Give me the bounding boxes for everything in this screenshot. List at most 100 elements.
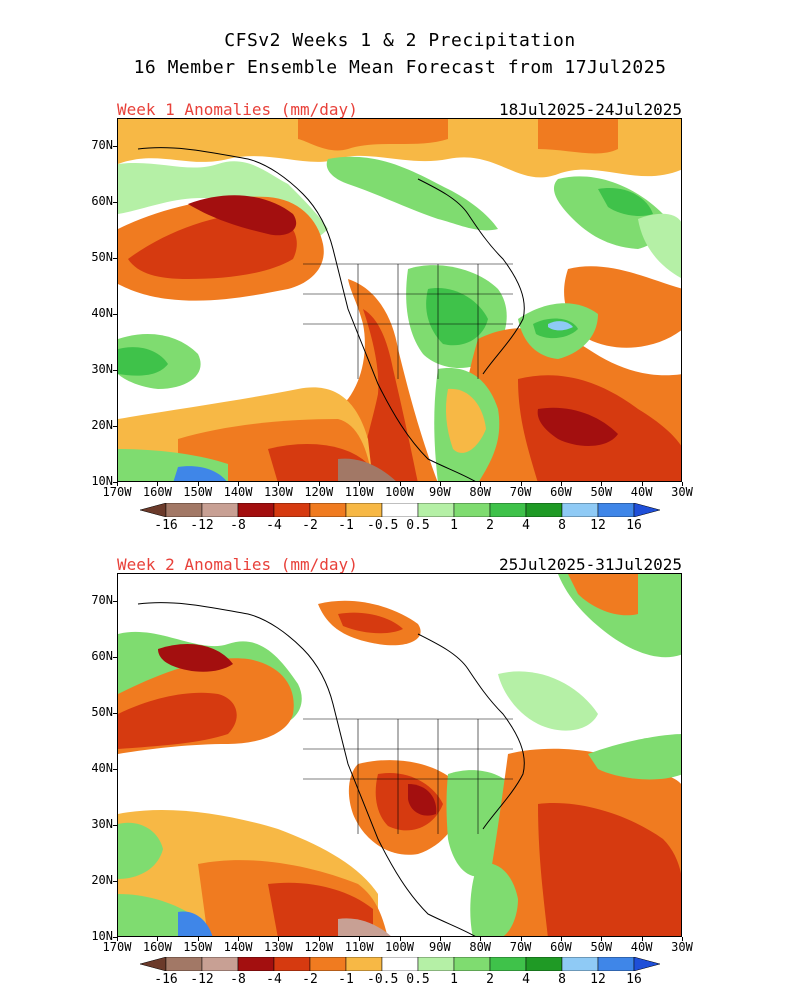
lon-label: 60W xyxy=(550,940,572,954)
lon-tick xyxy=(641,937,643,941)
lon-tick xyxy=(439,482,441,486)
lat-tick xyxy=(113,146,117,147)
lon-label: 110W xyxy=(344,485,374,499)
colorbar-label: 0.5 xyxy=(406,972,430,987)
lat-tick xyxy=(113,370,117,371)
lon-tick xyxy=(399,937,401,941)
lon-tick xyxy=(601,482,603,486)
lat-tick xyxy=(113,426,117,427)
lat-label: 20N xyxy=(91,418,113,432)
lon-tick xyxy=(359,937,361,941)
lat-tick xyxy=(113,482,117,483)
lon-label: 170W xyxy=(102,940,132,954)
colorbar-label: -16 xyxy=(154,518,178,533)
colorbar-swatch xyxy=(453,957,491,971)
lon-tick xyxy=(480,482,482,486)
colorbar-label: 16 xyxy=(626,518,642,533)
colorbar-label: -1 xyxy=(338,972,354,987)
lon-label: 40W xyxy=(630,485,653,499)
week1-map-field xyxy=(118,119,681,481)
lon-label: 140W xyxy=(223,485,253,499)
lat-tick xyxy=(113,881,117,882)
lat-label: 40N xyxy=(91,306,113,320)
lon-tick xyxy=(318,937,320,941)
lat-tick xyxy=(113,258,117,259)
colorbar-swatch xyxy=(561,503,599,517)
colorbar-label: -12 xyxy=(190,972,214,987)
figure-title-line-1: CFSv2 Weeks 1 & 2 Precipitation xyxy=(224,30,576,51)
lon-label: 30W xyxy=(671,940,693,954)
colorbar xyxy=(140,957,660,971)
lon-tick xyxy=(439,937,441,941)
colorbar-swatch xyxy=(561,957,599,971)
lat-tick xyxy=(113,825,117,826)
lat-tick xyxy=(113,657,117,658)
colorbar-swatch xyxy=(597,957,635,971)
colorbar-swatch xyxy=(140,503,167,517)
colorbar-swatch xyxy=(525,503,563,517)
lat-label: 30N xyxy=(91,817,113,831)
lon-label: 110W xyxy=(344,940,374,954)
lon-label: 120W xyxy=(304,940,334,954)
colorbar-swatch xyxy=(201,503,239,517)
lon-tick xyxy=(520,937,522,941)
lon-tick xyxy=(278,937,280,941)
colorbar-label: 8 xyxy=(558,972,566,987)
colorbar-label: -4 xyxy=(266,972,282,987)
colorbar-swatch xyxy=(381,503,419,517)
lat-tick xyxy=(113,314,117,315)
colorbar-label: 12 xyxy=(590,518,606,533)
colorbar-swatch xyxy=(237,957,275,971)
colorbar-swatch xyxy=(417,957,455,971)
colorbar-swatch xyxy=(453,503,491,517)
lat-label: 60N xyxy=(91,194,113,208)
colorbar-label: -1 xyxy=(338,518,354,533)
colorbar-swatch xyxy=(345,503,383,517)
lat-label: 10N xyxy=(91,929,113,943)
lon-tick xyxy=(520,482,522,486)
lon-tick xyxy=(197,482,199,486)
lon-tick xyxy=(238,937,240,941)
lon-label: 140W xyxy=(223,940,253,954)
colorbar-swatch xyxy=(417,503,455,517)
lon-label: 40W xyxy=(630,940,653,954)
lon-tick xyxy=(318,482,320,486)
lat-label: 50N xyxy=(91,250,113,264)
lon-tick xyxy=(682,937,683,941)
lat-label: 30N xyxy=(91,362,113,376)
week2-map xyxy=(117,573,682,937)
lat-label: 70N xyxy=(91,593,113,607)
colorbar xyxy=(140,503,660,517)
lon-label: 160W xyxy=(142,485,172,499)
lat-tick xyxy=(113,769,117,770)
lon-tick xyxy=(560,937,562,941)
colorbar-label: -2 xyxy=(302,972,318,987)
lat-label: 10N xyxy=(91,474,113,488)
week1-map xyxy=(117,118,682,482)
lat-tick xyxy=(113,937,117,938)
lon-tick xyxy=(682,482,683,486)
lat-label: 70N xyxy=(91,138,113,152)
lon-tick xyxy=(399,482,401,486)
lon-label: 70W xyxy=(509,485,532,499)
lon-tick xyxy=(641,482,643,486)
lat-label: 50N xyxy=(91,705,113,719)
colorbar-label: -4 xyxy=(266,518,282,533)
lon-label: 100W xyxy=(385,485,414,499)
lon-tick xyxy=(157,482,159,486)
lon-label: 70W xyxy=(509,940,532,954)
colorbar-label: 2 xyxy=(486,518,494,533)
lon-label: 160W xyxy=(142,940,172,954)
colorbar-swatch xyxy=(309,503,347,517)
week2-map-field xyxy=(118,574,681,936)
colorbar-label: -8 xyxy=(230,972,246,987)
colorbar-label: 2 xyxy=(486,972,494,987)
colorbar-swatch xyxy=(140,957,167,971)
colorbar-label: -0.5 xyxy=(367,972,399,987)
week1-panel-label: Week 1 Anomalies (mm/day) xyxy=(117,100,358,119)
colorbar-label: 1 xyxy=(450,972,458,987)
lat-label: 60N xyxy=(91,649,113,663)
week2-date-range: 25Jul2025-31Jul2025 xyxy=(498,555,682,574)
colorbar-swatch xyxy=(165,503,203,517)
lat-label: 20N xyxy=(91,873,113,887)
